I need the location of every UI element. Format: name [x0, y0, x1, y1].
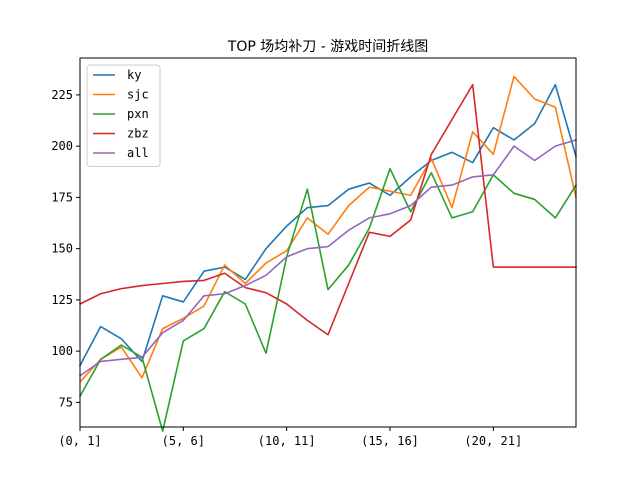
y-axis: 75 100 125 150 175 200 225 — [51, 88, 80, 409]
series-line-ky — [78, 83, 577, 367]
x-tick-label: (10, 11] — [258, 434, 316, 448]
plot-frame — [79, 57, 577, 428]
series-line-sjc — [78, 75, 577, 384]
series-line-all — [78, 139, 577, 377]
legend-label-zbz: zbz — [127, 127, 149, 141]
x-tick-label: (5, 6] — [162, 434, 205, 448]
x-tick-label: (20, 21] — [464, 434, 522, 448]
y-tick-label: 225 — [51, 88, 73, 102]
y-tick-label: 100 — [51, 344, 73, 358]
legend-label-ky: ky — [127, 68, 141, 82]
x-tick-label: (15, 16] — [361, 434, 419, 448]
y-tick-label: 75 — [59, 395, 73, 409]
y-tick-label: 125 — [51, 293, 73, 307]
chart-title: TOP 场均补刀 - 游戏时间折线图 — [227, 39, 428, 55]
series-line-zbz — [78, 83, 577, 336]
x-axis: (0, 1] (5, 6] (10, 11] (15, 16] (20, 21] — [58, 427, 522, 448]
plot-lines — [78, 75, 578, 432]
y-tick-label: 150 — [51, 242, 73, 256]
y-tick-label: 200 — [51, 139, 73, 153]
legend: ky sjc pxn zbz all — [86, 64, 161, 167]
legend-label-sjc: sjc — [127, 88, 149, 102]
y-tick-label: 175 — [51, 190, 73, 204]
x-tick-label: (0, 1] — [58, 434, 101, 448]
legend-box — [86, 64, 161, 167]
legend-label-pxn: pxn — [127, 107, 149, 121]
legend-label-all: all — [127, 146, 149, 160]
